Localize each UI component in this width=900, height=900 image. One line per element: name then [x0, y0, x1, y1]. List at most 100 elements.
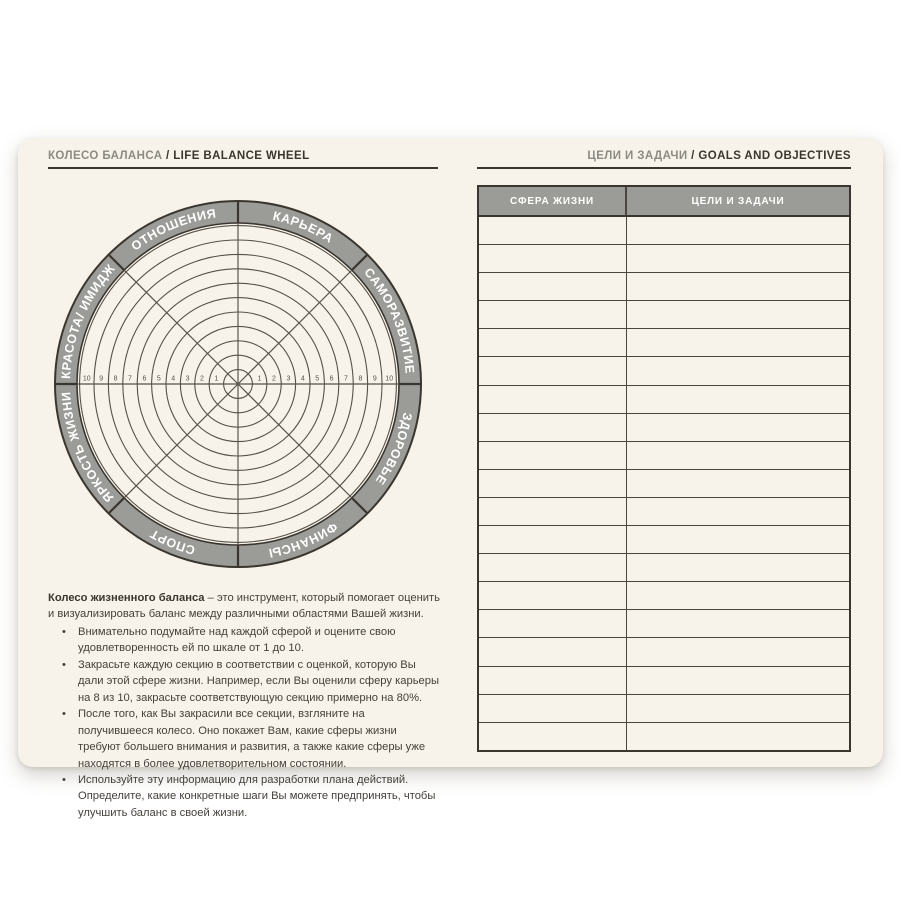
goals-table-cell	[627, 610, 849, 637]
goals-table-row	[479, 722, 849, 750]
description-intro: Колесо жизненного баланса – это инструме…	[48, 590, 442, 623]
right-title-rule	[477, 167, 851, 169]
left-title-divider: /	[162, 150, 174, 162]
goals-table-cell	[627, 329, 849, 356]
scale-number-left: 2	[200, 376, 204, 383]
scale-number-left: 9	[99, 376, 103, 383]
scale-number-right: 1	[258, 376, 262, 383]
goals-table-cell	[479, 666, 627, 694]
goals-table-row	[479, 329, 849, 358]
goals-table-col-goals: ЦЕЛИ И ЗАДАЧИ	[691, 195, 785, 207]
goals-table-cell	[479, 301, 627, 329]
goals-table-cell	[627, 245, 849, 272]
goals-table-row	[479, 526, 849, 555]
scale-number-left: 5	[157, 376, 161, 383]
goals-table-cell	[627, 667, 849, 694]
goals-table-cell	[627, 723, 849, 750]
goals-table-row	[479, 217, 849, 246]
goals-table: СФЕРА ЖИЗНИ ЦЕЛИ И ЗАДАЧИ	[477, 185, 851, 752]
goals-table-row	[479, 357, 849, 386]
goals-table-cell	[479, 526, 627, 554]
goals-table-body	[479, 217, 849, 750]
goals-table-cell	[627, 301, 849, 328]
goals-table-cell	[627, 273, 849, 300]
planner-page: КОЛЕСО БАЛАНСА / LIFE BALANCE WHEEL ЦЕЛИ…	[18, 138, 883, 819]
goals-table-cell	[627, 414, 849, 441]
description-intro-rest: – это инструмент, который помогает оцени…	[48, 592, 440, 621]
goals-table-cell	[627, 582, 849, 609]
life-balance-wheel-chart: 1 12 23 34 45 56 67 78 89 910 10КАРЬЕРАСАМОРАЗВИТИ…	[54, 200, 422, 568]
scale-number-left: 10	[83, 376, 91, 383]
goals-table-col-sphere: СФЕРА ЖИЗНИ	[479, 187, 627, 215]
life-balance-wheel: 1 1 2 2 3 3 4 4 5 5 6 6 7 7 8 8 9 9 10 10 КАРЬЕРА САМОРАЗВИТИ…	[48, 194, 428, 574]
scale-number-right: 2	[272, 376, 276, 383]
goals-table-row	[479, 245, 849, 274]
goals-table-cell	[479, 722, 627, 750]
goals-table-row	[479, 694, 849, 723]
scale-number-right: 8	[358, 376, 362, 383]
left-page-title: КОЛЕСО БАЛАНСА / LIFE BALANCE WHEEL	[48, 150, 438, 162]
description-bullet: Используйте эту информацию для разработк…	[62, 772, 442, 821]
goals-table-row	[479, 610, 849, 639]
goals-table-cell	[479, 497, 627, 526]
goals-table-cell	[479, 413, 627, 441]
description-intro-bold: Колесо жизненного баланса	[48, 592, 205, 604]
goals-table-row	[479, 582, 849, 611]
goals-table-cell	[479, 694, 627, 722]
goals-table-cell	[479, 357, 627, 385]
description-bullet: После того, как Вы закрасили все секции,…	[62, 706, 442, 772]
goals-table-cell	[627, 357, 849, 384]
goals-table-cell	[627, 526, 849, 553]
goals-table-cell	[479, 217, 627, 245]
description-bullet: Внимательно подумайте над каждой сферой …	[62, 624, 442, 657]
scale-number-left: 4	[171, 376, 175, 383]
scale-number-right: 10	[385, 376, 393, 383]
goals-table-row	[479, 413, 849, 442]
goals-table-cell	[479, 554, 627, 582]
goals-table-cell	[479, 469, 627, 497]
right-title-ru: ЦЕЛИ И ЗАДАЧИ	[587, 150, 688, 162]
goals-table-cell	[479, 638, 627, 666]
goals-table-row	[479, 666, 849, 695]
goals-table-row	[479, 497, 849, 527]
goals-table-row	[479, 273, 849, 302]
goals-table-cell	[627, 638, 849, 665]
goals-table-cell	[627, 386, 849, 413]
goals-table-row	[479, 554, 849, 583]
description-bullet-list: Внимательно подумайте над каждой сферой …	[48, 624, 442, 821]
goals-table-row	[479, 441, 849, 470]
sector-spokes	[55, 201, 421, 567]
goals-table-cell	[479, 245, 627, 273]
scale-number-right: 5	[315, 376, 319, 383]
right-page-title: ЦЕЛИ И ЗАДАЧИ / GOALS AND OBJECTIVES	[477, 150, 851, 162]
goals-table-cell	[479, 385, 627, 413]
right-title-divider: /	[687, 150, 699, 162]
scale-number-left: 3	[186, 376, 190, 383]
scale-number-left: 8	[114, 376, 118, 383]
goals-table-cell	[479, 441, 627, 469]
scale-number-left: 6	[142, 376, 146, 383]
goals-table-cell	[627, 470, 849, 497]
goals-table-cell	[479, 329, 627, 357]
right-title-en: GOALS AND OBJECTIVES	[698, 150, 851, 162]
goals-table-header: СФЕРА ЖИЗНИ ЦЕЛИ И ЗАДАЧИ	[479, 187, 849, 217]
scale-number-right: 9	[373, 376, 377, 383]
goals-table-cell	[627, 442, 849, 469]
goals-table-cell	[479, 273, 627, 301]
goals-table-cell	[627, 695, 849, 722]
goals-table-row	[479, 638, 849, 667]
left-title-ru: КОЛЕСО БАЛАНСА	[48, 150, 163, 162]
goals-table-row	[479, 301, 849, 330]
scale-number-left: 7	[128, 376, 132, 383]
scale-number-right: 6	[330, 376, 334, 383]
goals-table-cell	[627, 554, 849, 581]
goals-table-row	[479, 469, 849, 498]
goals-table-cell	[627, 217, 849, 244]
goals-table-row	[479, 385, 849, 414]
scale-number-left: 1	[214, 376, 218, 383]
goals-table-cell	[627, 498, 849, 525]
scale-number-right: 7	[344, 376, 348, 383]
description-bullet: Закрасьте каждую секцию в соответствии с…	[62, 657, 442, 706]
ring-sector-dividers	[55, 201, 421, 567]
goals-table-cell	[479, 610, 627, 638]
